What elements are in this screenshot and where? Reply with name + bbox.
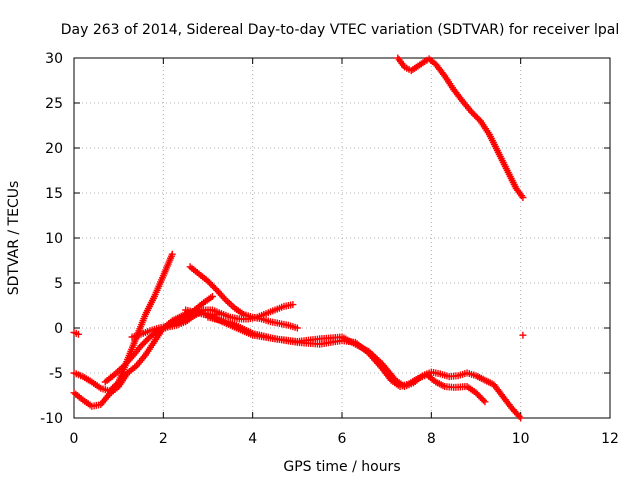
series-trace-3	[519, 331, 527, 339]
series-trace-8	[186, 263, 301, 332]
x-tick-label: 0	[70, 431, 79, 447]
x-tick-label: 2	[159, 431, 168, 447]
x-tick-label: 6	[338, 431, 347, 447]
y-tick-label: 25	[45, 96, 63, 112]
y-tick-label: 10	[45, 231, 63, 247]
data-point	[208, 293, 216, 300]
grid	[74, 58, 610, 418]
series-trace-2	[70, 329, 82, 338]
series-trace-5	[70, 308, 221, 410]
series-trace-10	[204, 313, 525, 422]
y-tick-label: 15	[45, 186, 63, 202]
series-trace-7	[101, 301, 297, 386]
series-trace-1	[394, 54, 527, 201]
data-point	[293, 324, 301, 332]
data-point	[481, 398, 489, 406]
data-point	[168, 250, 176, 258]
x-tick-label: 10	[512, 431, 530, 447]
data-point	[479, 396, 487, 404]
x-axis-label: GPS time / hours	[283, 459, 400, 475]
y-tick-label: 5	[54, 276, 63, 292]
ticks: 0 2 4 6 8 10 12 -10 -5 0 5 10 15 20 25 30	[40, 51, 619, 447]
data-point	[519, 194, 527, 201]
x-tick-label: 8	[427, 431, 436, 447]
data-point	[74, 330, 82, 338]
chart-title: Day 263 of 2014, Sidereal Day-to-day VTE…	[61, 22, 619, 38]
data-point	[517, 414, 525, 422]
y-tick-label: 30	[45, 51, 63, 67]
x-tick-label: 4	[248, 431, 257, 447]
y-tick-label: 20	[45, 141, 63, 157]
y-tick-label: -5	[49, 366, 63, 382]
y-tick-label: -10	[40, 411, 63, 427]
x-tick-label: 12	[601, 431, 619, 447]
data-point	[519, 331, 527, 339]
y-tick-label: 0	[54, 321, 63, 337]
data-point	[289, 301, 297, 309]
y-axis-label: SDTVAR / TECUs	[6, 181, 22, 296]
series-group	[70, 54, 527, 422]
